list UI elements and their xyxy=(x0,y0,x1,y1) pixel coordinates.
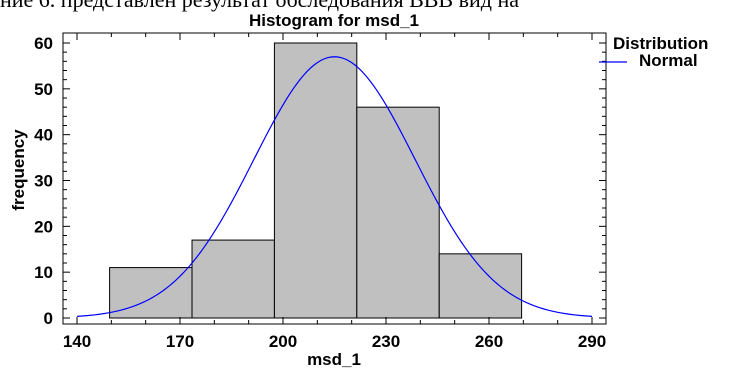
y-tick-label: 0 xyxy=(44,309,53,328)
histogram-bar-3 xyxy=(273,42,358,319)
legend-entry-normal: Normal xyxy=(639,51,698,70)
y-tick-label: 10 xyxy=(34,263,53,282)
x-tick-label: 260 xyxy=(475,332,503,351)
y-tick-label: 30 xyxy=(34,172,53,191)
histogram-bar-4 xyxy=(356,106,440,319)
histogram-bar-2 xyxy=(191,239,275,319)
x-tick-label: 140 xyxy=(63,332,91,351)
histogram-bar-5 xyxy=(438,253,523,319)
x-tick-label: 170 xyxy=(166,332,194,351)
y-tick-label: 40 xyxy=(34,126,53,145)
x-axis-ticks: 140 170 200 230 260 290 xyxy=(63,33,606,351)
x-tick-label: 200 xyxy=(269,332,297,351)
normal-curve-layer xyxy=(76,56,593,317)
x-tick-label: 230 xyxy=(372,332,400,351)
y-tick-label: 50 xyxy=(34,80,53,99)
chart-title: Histogram for msd_1 xyxy=(249,11,419,30)
x-tick-label: 290 xyxy=(578,332,606,351)
y-tick-label: 60 xyxy=(34,34,53,53)
plot-frame xyxy=(62,32,607,325)
y-axis-ticks: 0 10 20 30 40 50 60 xyxy=(34,34,606,328)
normal-curve xyxy=(76,56,593,317)
legend-title: Distribution xyxy=(613,34,708,53)
y-tick-label: 20 xyxy=(34,217,53,236)
x-axis-label: msd_1 xyxy=(307,350,361,369)
cropped-document-text: ние 6. представлен результат обследовани… xyxy=(0,0,731,13)
bars-layer xyxy=(109,42,523,319)
legend: Distribution Normal xyxy=(599,34,708,70)
y-axis-label: frequency xyxy=(9,129,28,211)
